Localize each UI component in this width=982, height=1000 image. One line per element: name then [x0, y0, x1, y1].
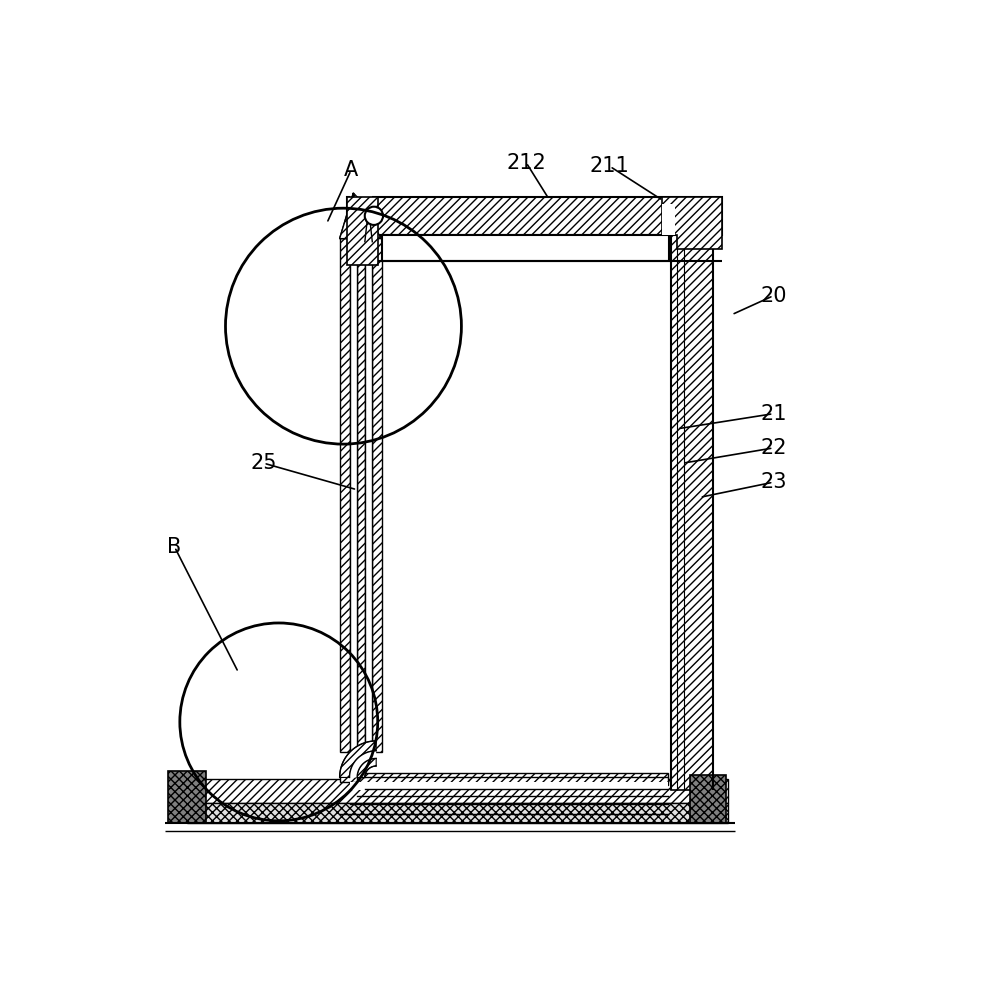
Polygon shape: [350, 751, 376, 777]
Polygon shape: [340, 193, 357, 239]
Bar: [372, 235, 381, 752]
Bar: [188, 779, 728, 803]
Text: A: A: [344, 160, 358, 180]
Bar: [348, 197, 378, 265]
Text: 20: 20: [760, 286, 787, 306]
Bar: [340, 773, 669, 782]
Bar: [357, 777, 669, 785]
Bar: [671, 212, 713, 790]
Bar: [357, 235, 364, 752]
Bar: [662, 204, 675, 235]
Polygon shape: [340, 193, 354, 239]
Text: 21: 21: [760, 404, 787, 424]
Bar: [350, 193, 372, 239]
Bar: [350, 782, 669, 790]
Polygon shape: [354, 193, 381, 239]
Text: B: B: [167, 537, 182, 557]
Polygon shape: [662, 197, 723, 249]
Bar: [364, 235, 372, 752]
Polygon shape: [340, 741, 376, 777]
Text: 25: 25: [250, 453, 277, 473]
Polygon shape: [354, 193, 368, 239]
Bar: [381, 235, 669, 261]
Bar: [350, 235, 357, 752]
Bar: [188, 803, 728, 823]
Text: 23: 23: [760, 472, 787, 492]
Circle shape: [364, 207, 383, 225]
Bar: [169, 771, 206, 823]
Text: 212: 212: [507, 153, 546, 173]
Bar: [348, 197, 723, 235]
Text: 211: 211: [590, 156, 629, 176]
Bar: [689, 775, 727, 823]
Text: 22: 22: [760, 438, 787, 458]
Polygon shape: [354, 193, 364, 239]
Bar: [340, 235, 350, 752]
Polygon shape: [357, 758, 376, 777]
